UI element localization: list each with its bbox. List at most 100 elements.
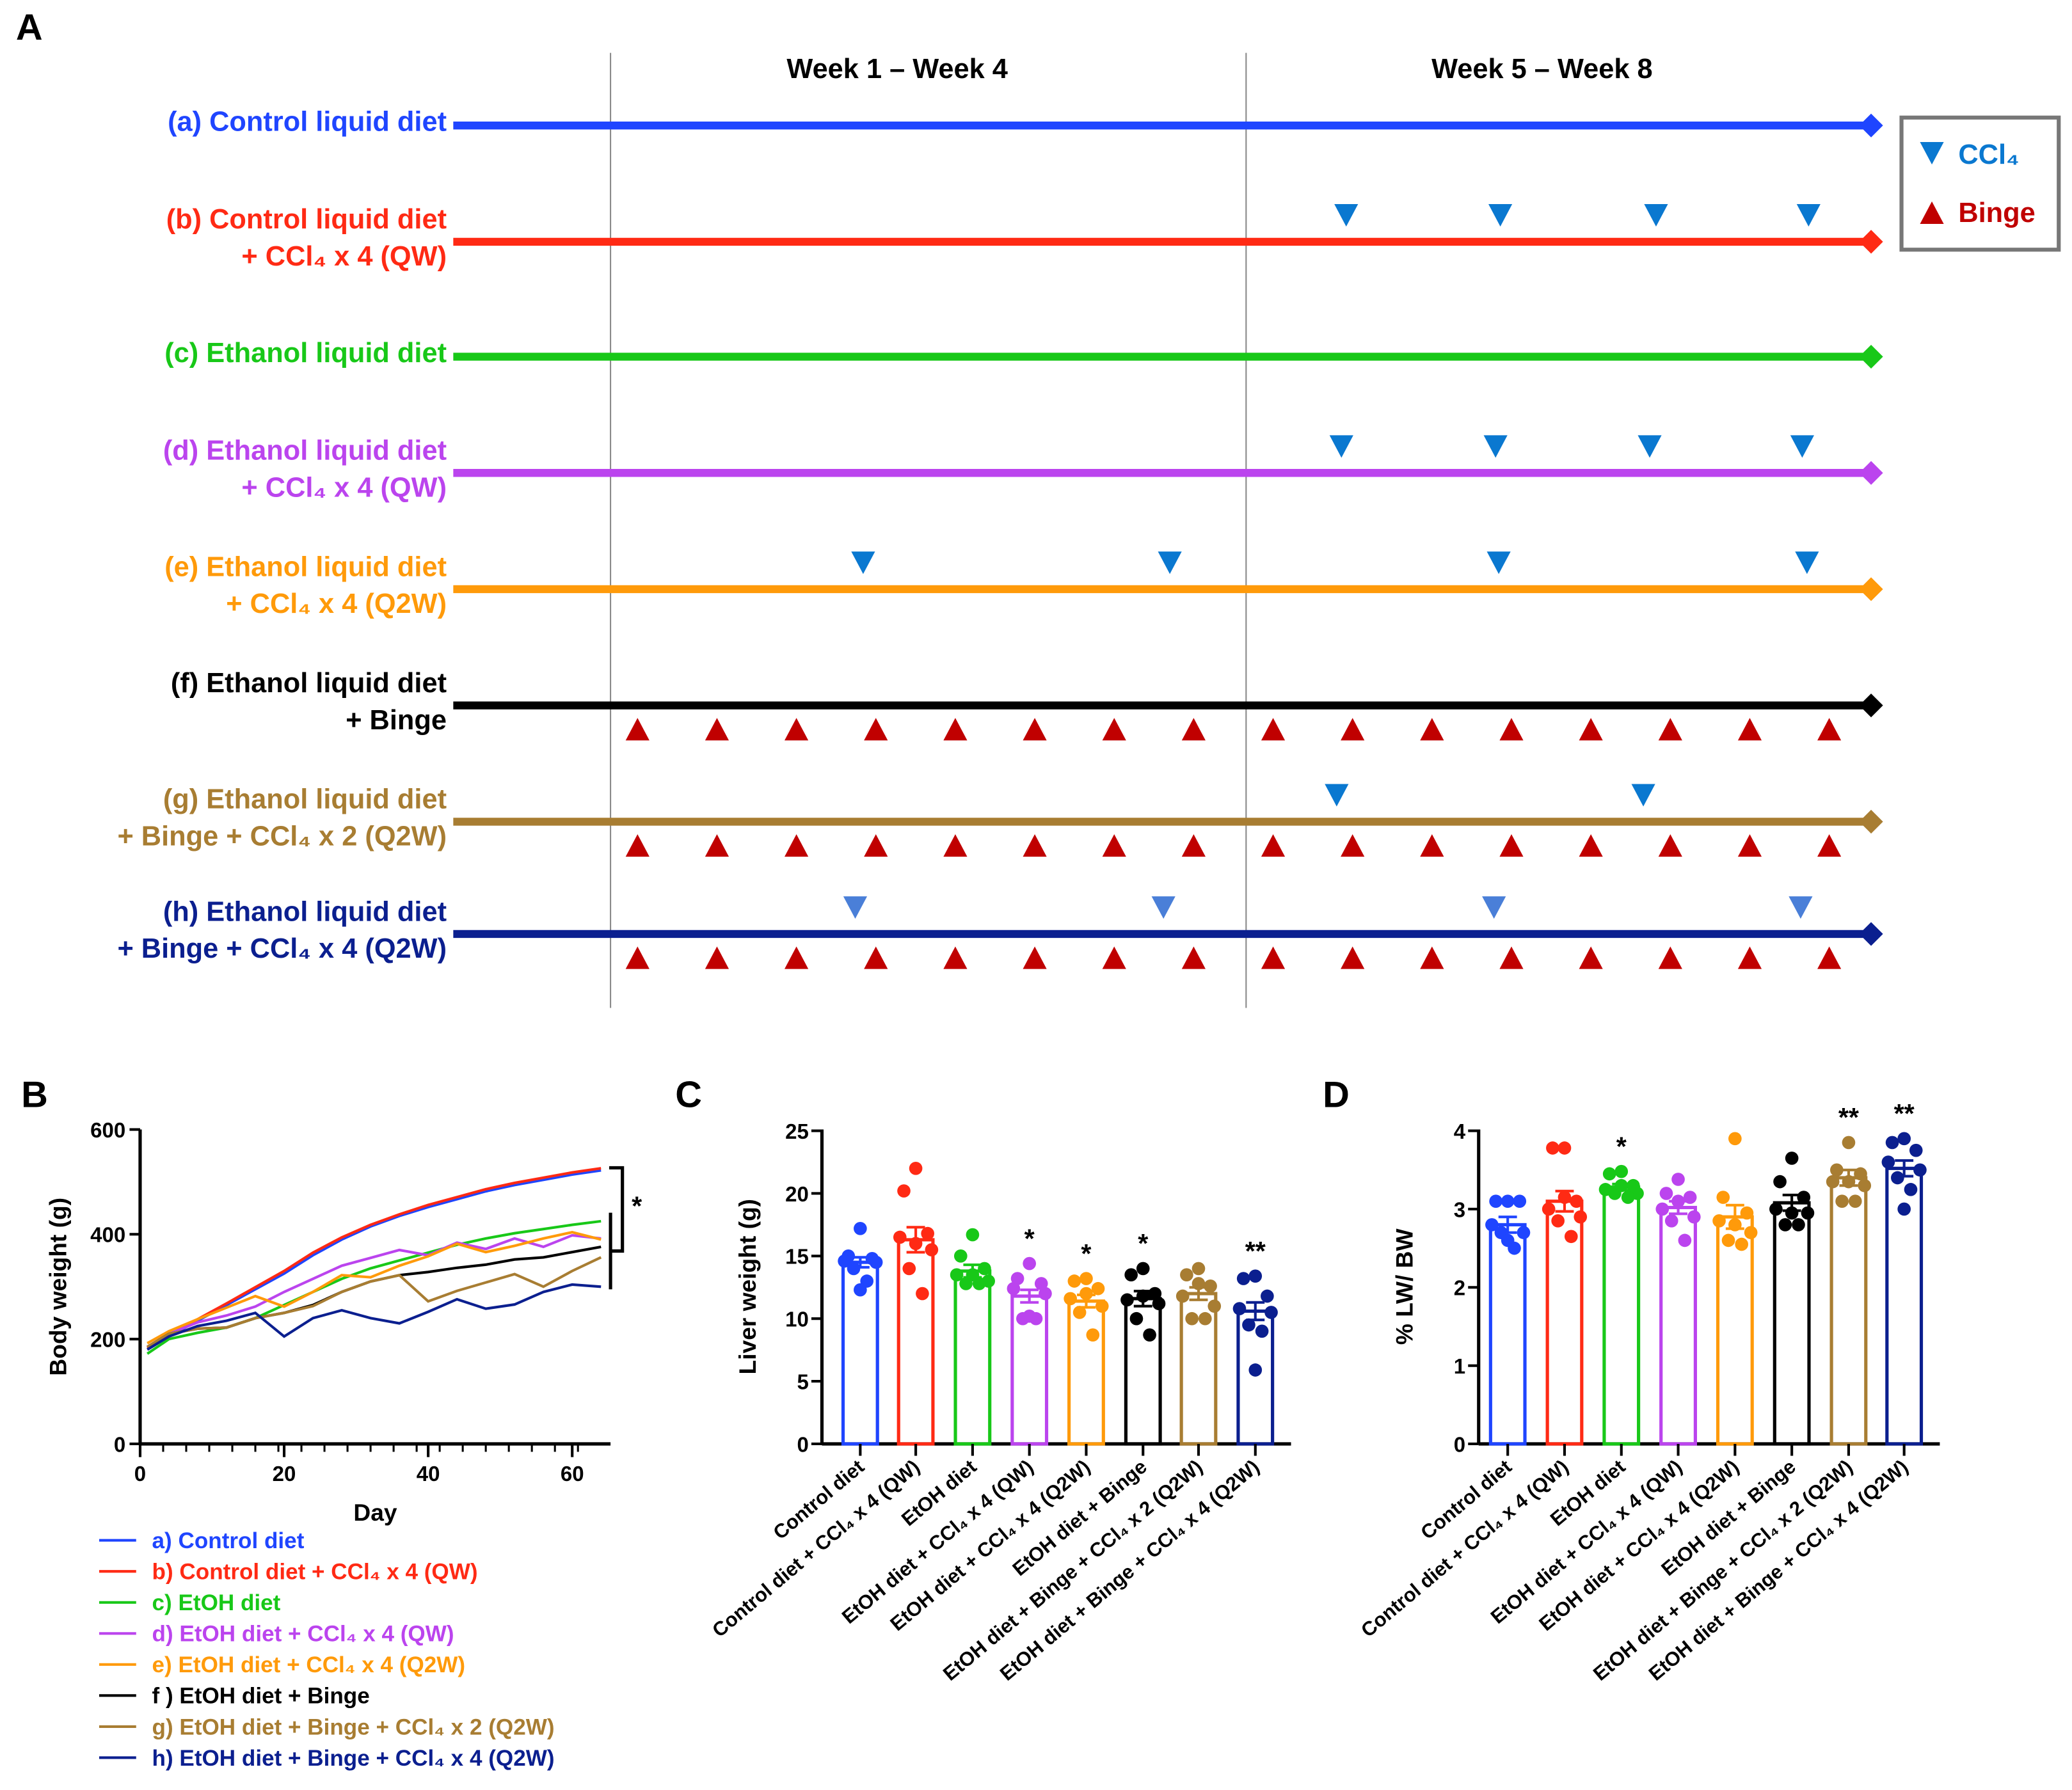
- bar-group-e: [1712, 1132, 1758, 1446]
- end-diamond-icon: [1859, 230, 1883, 254]
- data-point: [1198, 1311, 1212, 1326]
- data-point: [1067, 1274, 1081, 1288]
- group-label: (h) Ethanol liquid diet: [163, 896, 447, 927]
- ccl4-marker-icon: [1790, 435, 1814, 458]
- timeline-group-e: (e) Ethanol liquid diet + CCl₄ x 4 (Q2W): [164, 551, 1883, 619]
- data-point: [1023, 1309, 1036, 1323]
- data-point: [1091, 1281, 1105, 1295]
- bar: [1488, 1223, 1527, 1446]
- data-point: [1785, 1152, 1799, 1165]
- bar: [1716, 1215, 1754, 1446]
- data-point: [897, 1184, 911, 1198]
- data-point: [854, 1221, 867, 1235]
- binge-marker-icon: [1181, 718, 1206, 741]
- data-point: [966, 1228, 980, 1242]
- binge-marker-icon: [625, 946, 649, 969]
- bar: [1773, 1201, 1811, 1446]
- binge-marker-icon: [705, 946, 729, 969]
- data-point: [1913, 1163, 1927, 1177]
- data-point: [1248, 1363, 1263, 1377]
- data-point: [1614, 1178, 1629, 1192]
- legend-entry-h: h) EtOH diet + Binge + CCl₄ x 4 (Q2W): [152, 1746, 555, 1771]
- x-tick-label: EtOH diet + Binge + CCl₄ x 2 (Q2W): [1589, 1455, 1857, 1685]
- ccl4-marker-icon: [1789, 896, 1813, 919]
- group-label: (g) Ethanol liquid diet: [163, 784, 447, 815]
- data-point: [1854, 1167, 1867, 1181]
- bar-group-c: [950, 1228, 995, 1446]
- data-point: [1191, 1277, 1206, 1290]
- bar-group-g: [1175, 1262, 1222, 1446]
- binge-marker-icon: [1658, 834, 1682, 857]
- bar: [1067, 1299, 1105, 1446]
- data-point: [1489, 1194, 1502, 1208]
- data-point: [1687, 1210, 1701, 1224]
- data-point: [1621, 1191, 1635, 1204]
- data-point: [1785, 1206, 1799, 1220]
- ccl4-marker-icon: [1631, 784, 1655, 807]
- bar-group-g: [1826, 1136, 1872, 1446]
- bar-group-f: [1120, 1262, 1166, 1446]
- group-label: (e) Ethanol liquid diet: [164, 551, 447, 582]
- data-point: [1261, 1289, 1274, 1303]
- y-tick-label: 5: [797, 1370, 808, 1393]
- data-point: [978, 1262, 991, 1276]
- panel-a-timeline: A Week 1 – Week 4 Week 5 – Week 8 (a) Contr…: [16, 7, 2061, 1008]
- binge-marker-icon: [864, 718, 888, 741]
- binge-marker-icon: [625, 834, 649, 857]
- binge-marker-icon: [1658, 718, 1682, 741]
- data-point: [1909, 1143, 1923, 1157]
- binge-marker-icon: [1023, 718, 1047, 741]
- ccl4-marker-icon: [1644, 204, 1668, 227]
- ccl4-marker-icon: [1329, 435, 1353, 458]
- data-point: [838, 1254, 851, 1268]
- data-point: [1558, 1141, 1572, 1155]
- legend-box: [1899, 115, 2061, 252]
- ccl4-marker-icon: [1486, 551, 1511, 574]
- x-tick-label: 60: [561, 1462, 584, 1485]
- bar-group-d: [1007, 1256, 1052, 1446]
- binge-marker-icon: [1499, 946, 1524, 969]
- y-tick-label: 10: [785, 1308, 809, 1331]
- data-point: [1830, 1163, 1844, 1177]
- binge-marker-icon: [1023, 834, 1047, 857]
- y-tick-label: 0: [1454, 1432, 1465, 1456]
- y-tick-label: 1: [1454, 1354, 1465, 1378]
- data-point: [1801, 1206, 1815, 1220]
- panel-label-d: D: [1323, 1074, 1350, 1115]
- group-label: + Binge + CCl₄ x 2 (Q2W): [117, 821, 447, 852]
- binge-marker-icon: [1023, 946, 1047, 969]
- data-point: [1728, 1132, 1742, 1146]
- significance-marker: *: [632, 1192, 642, 1221]
- significance-marker: *: [1081, 1239, 1092, 1269]
- data-point: [1236, 1272, 1250, 1285]
- y-tick-label: 25: [785, 1120, 809, 1143]
- binge-marker-icon: [1102, 946, 1126, 969]
- series-line-b: [147, 1167, 602, 1349]
- data-point: [1191, 1262, 1206, 1276]
- data-point: [1072, 1306, 1087, 1319]
- data-point: [1897, 1132, 1911, 1146]
- data-point: [1542, 1202, 1556, 1216]
- end-diamond-icon: [1859, 461, 1883, 485]
- data-point: [1792, 1218, 1805, 1232]
- data-point: [1180, 1268, 1193, 1282]
- bar-group-h: [1232, 1269, 1278, 1446]
- binge-marker-icon: [1420, 718, 1444, 741]
- significance-marker: **: [1838, 1103, 1860, 1132]
- binge-marker-icon: [1181, 946, 1206, 969]
- data-point: [953, 1249, 968, 1263]
- binge-marker-icon: [1341, 946, 1365, 969]
- data-point: [1185, 1311, 1199, 1326]
- binge-marker-icon: [1817, 834, 1842, 857]
- data-point: [1080, 1287, 1093, 1301]
- data-point: [1136, 1289, 1150, 1303]
- legend-entry-b: b) Control diet + CCl₄ x 4 (QW): [152, 1560, 478, 1585]
- data-point: [1517, 1226, 1531, 1239]
- binge-marker-icon: [625, 718, 649, 741]
- data-point: [1485, 1218, 1499, 1232]
- timeline-group-a: (a) Control liquid diet: [168, 106, 1883, 138]
- legend-entry-g: g) EtOH diet + Binge + CCl₄ x 2 (Q2W): [152, 1715, 555, 1739]
- end-diamond-icon: [1859, 577, 1883, 601]
- data-point: [1034, 1277, 1048, 1290]
